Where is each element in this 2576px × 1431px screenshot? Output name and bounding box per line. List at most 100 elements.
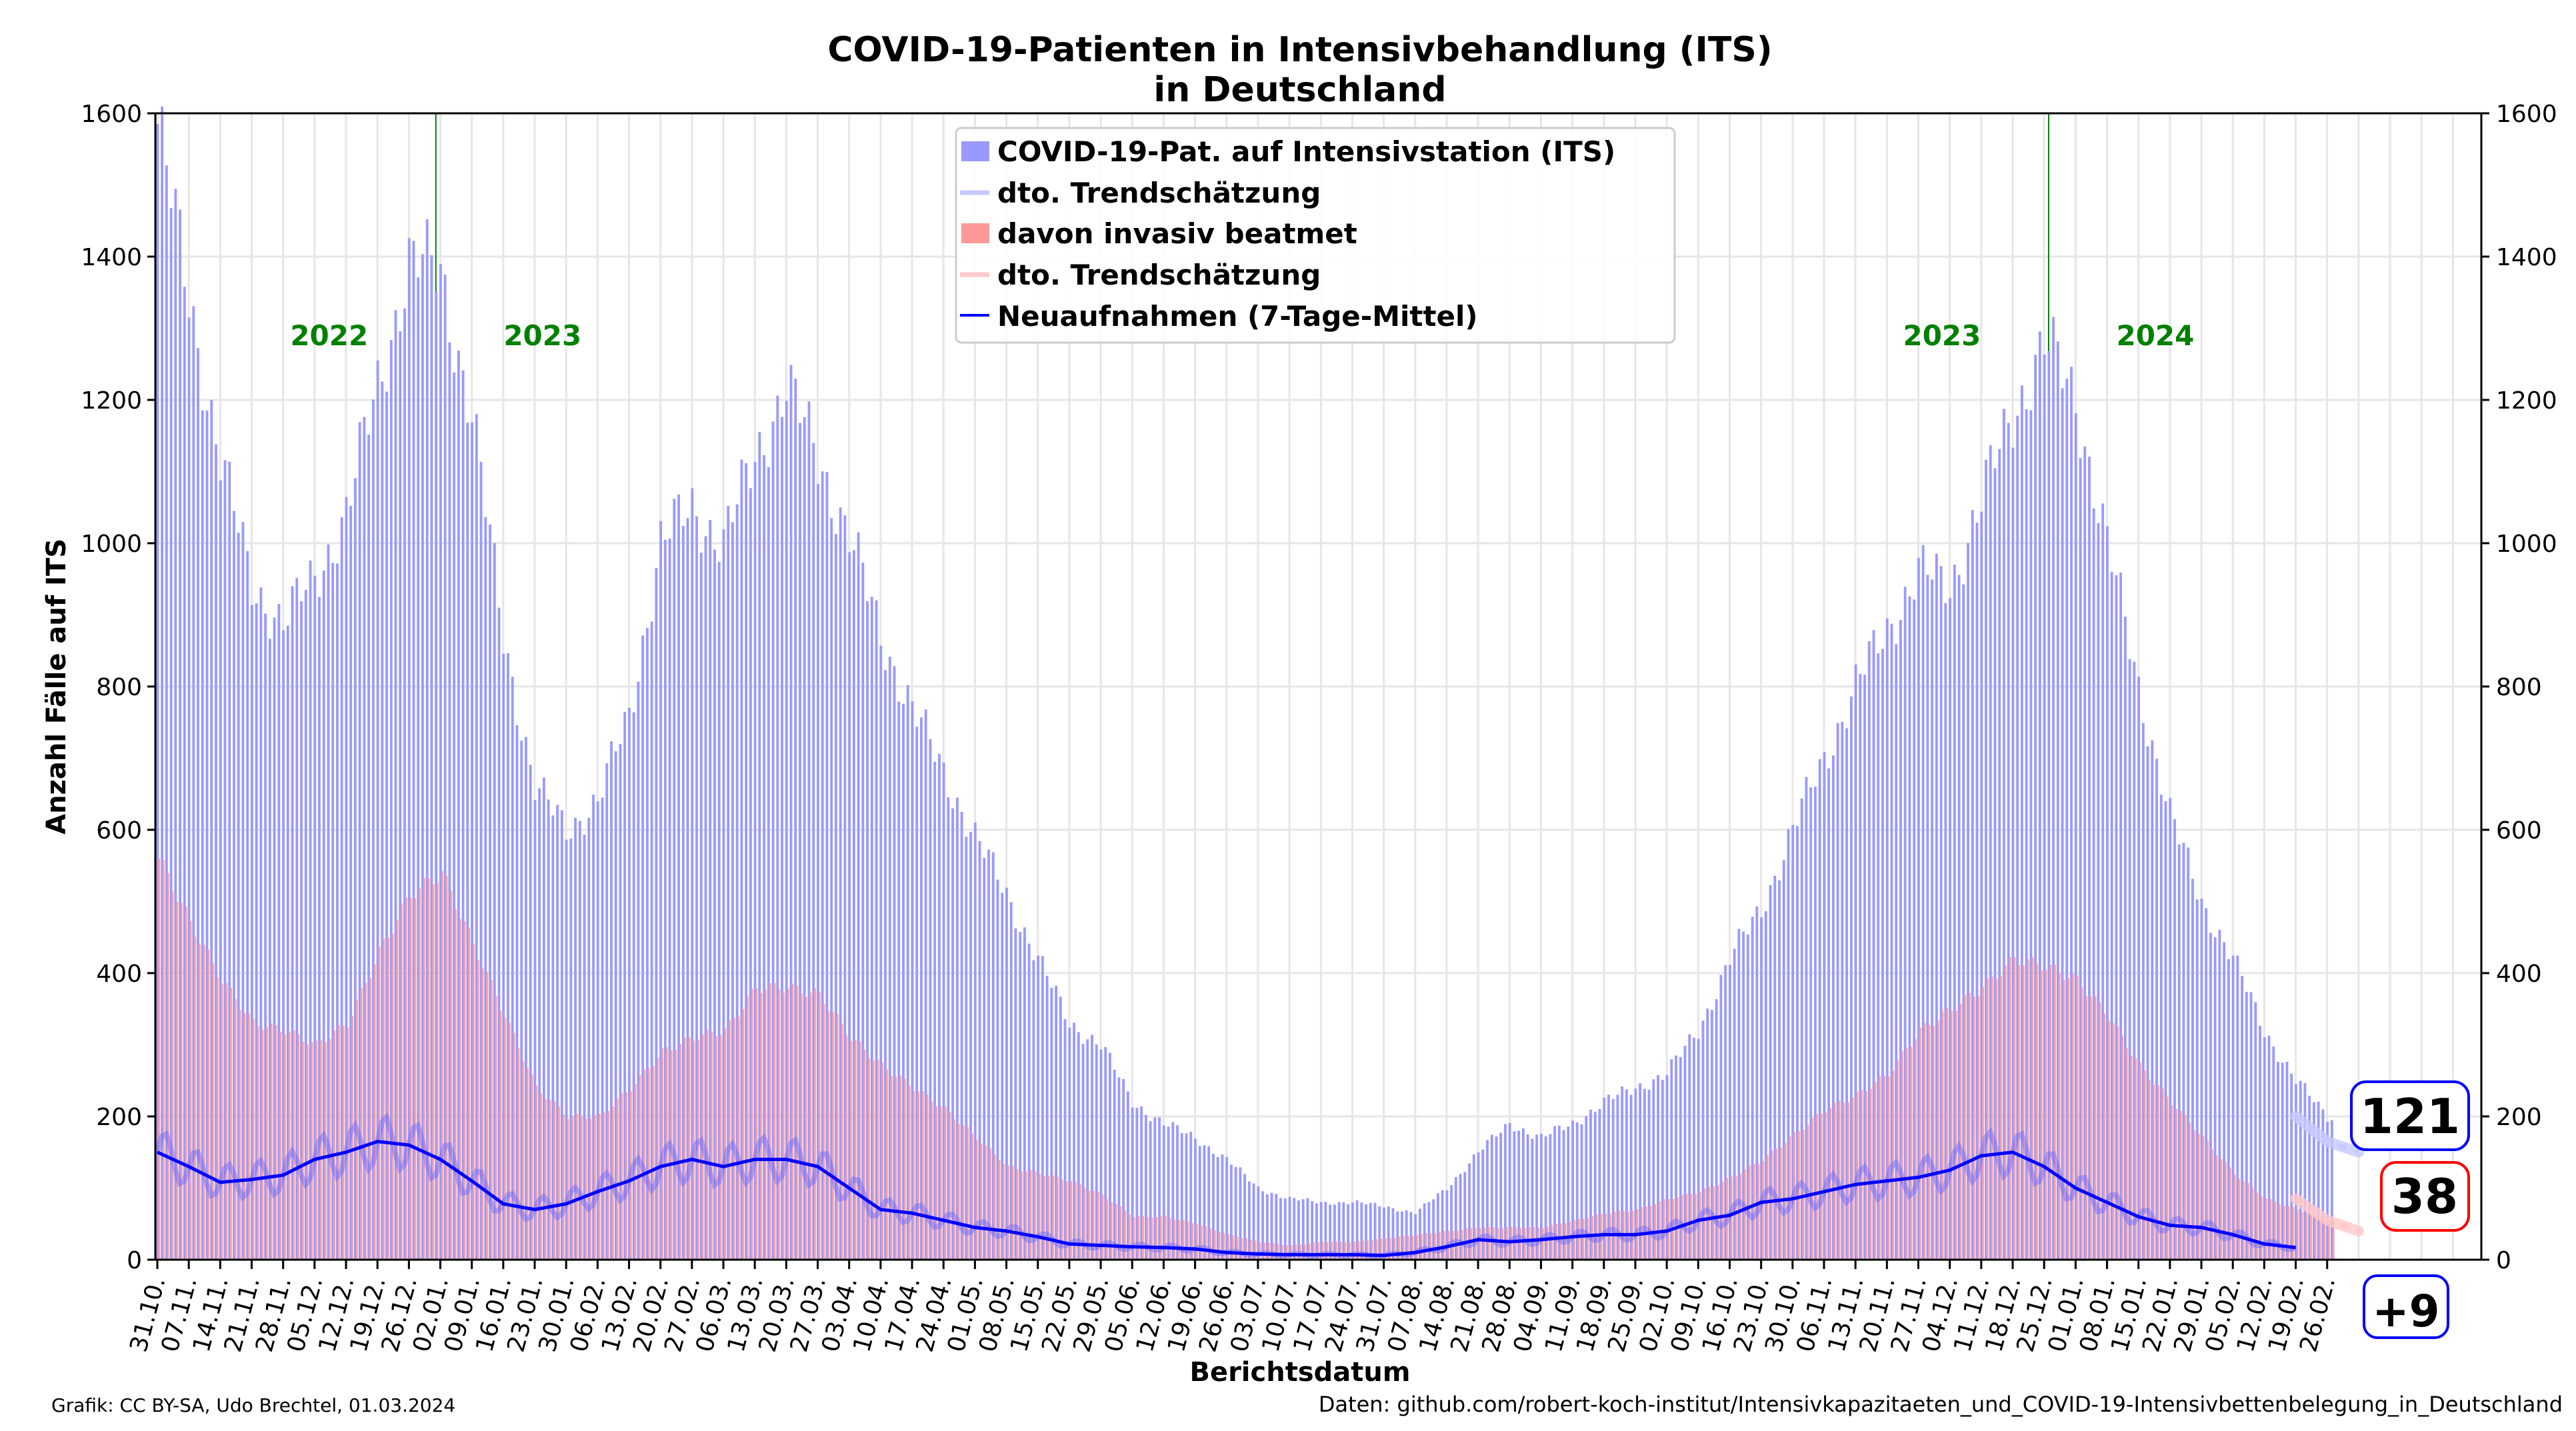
ventilated-bar xyxy=(643,1069,645,1260)
ventilated-bar xyxy=(1712,1186,1715,1260)
ventilated-bar xyxy=(1725,1178,1728,1260)
ventilated-bar xyxy=(176,901,179,1260)
its-bar xyxy=(628,707,631,1260)
its-bar xyxy=(507,653,509,1260)
ventilated-bar xyxy=(1883,1075,1885,1260)
ventilated-bar xyxy=(373,964,376,1260)
ventilated-bar xyxy=(2089,996,2092,1260)
ventilated-bar xyxy=(1825,1112,1827,1260)
ventilated-bar xyxy=(2184,1114,2187,1260)
ventilated-bar xyxy=(1128,1214,1131,1260)
its-bar xyxy=(799,423,801,1260)
its-bar xyxy=(2092,508,2095,1260)
its-bar xyxy=(1463,1172,1467,1260)
its-bar xyxy=(1517,1130,1521,1260)
ventilated-bar xyxy=(1699,1192,1701,1260)
its-bar xyxy=(466,423,469,1260)
ventilated-bar xyxy=(167,872,169,1260)
its-bar xyxy=(781,417,783,1260)
its-bar xyxy=(1419,1208,1421,1260)
ventilated-bar xyxy=(1056,1176,1059,1260)
ventilated-bar xyxy=(2193,1130,2195,1260)
its-bar xyxy=(776,395,779,1260)
its-bar xyxy=(825,472,829,1260)
ventilated-bar xyxy=(522,1061,525,1260)
its-bar xyxy=(2052,317,2055,1260)
its-bar xyxy=(376,360,379,1260)
its-bar xyxy=(1095,1044,1098,1260)
ventilated-bar xyxy=(1595,1214,1598,1260)
ventilated-bar xyxy=(185,906,187,1260)
its-bar xyxy=(1373,1202,1377,1260)
ventilated-bar xyxy=(1577,1218,1580,1260)
ventilated-bar xyxy=(661,1048,663,1260)
ventilated-bar xyxy=(207,949,210,1260)
its-bar xyxy=(2330,1120,2333,1260)
its-bar xyxy=(246,551,249,1260)
its-bar xyxy=(632,712,635,1260)
its-bar xyxy=(336,563,339,1260)
ventilated-bar xyxy=(1739,1174,1742,1260)
its-bar xyxy=(286,625,289,1260)
its-bar xyxy=(1796,826,1799,1260)
ventilated-bar xyxy=(1272,1242,1275,1260)
its-bar xyxy=(2043,354,2046,1260)
its-bar xyxy=(1881,649,1884,1260)
its-bar xyxy=(1805,776,1808,1260)
ventilated-bar xyxy=(1384,1238,1387,1260)
ventilated-bar xyxy=(639,1074,641,1260)
ventilated-bar xyxy=(1469,1228,1472,1260)
ventilated-bar xyxy=(513,1032,515,1260)
ventilated-bar xyxy=(2112,1023,2115,1260)
ventilated-bar xyxy=(796,986,799,1260)
ventilated-bar xyxy=(1285,1244,1288,1260)
its-bar xyxy=(1539,1134,1543,1260)
its-bar xyxy=(453,372,456,1260)
its-bar xyxy=(233,511,235,1260)
ventilated-bar xyxy=(1833,1102,1836,1260)
its-bar xyxy=(2151,740,2154,1260)
ventilated-bar xyxy=(311,1042,313,1260)
y-tick-label-left: 1200 xyxy=(81,387,142,415)
its-bar xyxy=(313,575,317,1260)
its-bar xyxy=(520,740,523,1260)
its-bar xyxy=(2187,847,2190,1260)
ventilated-bar xyxy=(1986,978,1989,1260)
its-bar xyxy=(2267,1035,2271,1260)
its-bar xyxy=(848,552,851,1260)
its-bar xyxy=(228,461,231,1260)
its-bar xyxy=(295,578,299,1260)
its-bar xyxy=(753,462,757,1260)
ventilated-bar xyxy=(598,1113,601,1260)
its-bar xyxy=(1387,1206,1390,1260)
its-bar xyxy=(614,751,617,1260)
ventilated-bar xyxy=(679,1043,681,1260)
its-bar xyxy=(1818,758,1821,1260)
ventilated-bar xyxy=(1070,1180,1073,1260)
its-bar xyxy=(497,607,501,1260)
its-bar xyxy=(1621,1086,1624,1260)
its-bar xyxy=(1675,1055,1677,1260)
its-bar xyxy=(969,832,972,1260)
its-bar xyxy=(2227,959,2230,1260)
ventilated-bar xyxy=(859,1041,861,1260)
ventilated-bar xyxy=(742,1008,745,1260)
ventilated-bar xyxy=(495,996,497,1260)
its-bar xyxy=(929,738,932,1260)
its-bar xyxy=(1998,449,2001,1260)
its-bar xyxy=(1167,1126,1170,1260)
ventilated-bar xyxy=(1074,1181,1077,1260)
its-bar xyxy=(529,764,532,1260)
y-tick-label-left: 200 xyxy=(96,1104,142,1131)
its-bar xyxy=(1468,1163,1471,1260)
ventilated-bar xyxy=(737,1016,740,1260)
ventilated-bar xyxy=(365,982,367,1260)
its-bar xyxy=(187,317,191,1260)
its-bar xyxy=(394,310,397,1260)
ventilated-bar xyxy=(1811,1118,1813,1260)
its-bar xyxy=(1221,1154,1224,1260)
ventilated-bar xyxy=(724,1028,727,1260)
its-bar xyxy=(1845,728,1849,1260)
its-bar xyxy=(273,617,276,1260)
its-bar xyxy=(1117,1077,1121,1260)
